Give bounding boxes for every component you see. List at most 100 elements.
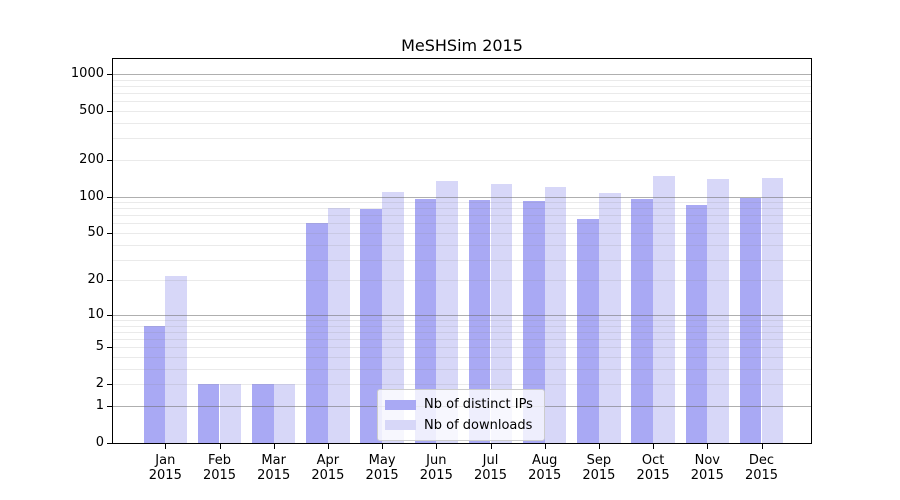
x-tick-mark: [327, 444, 329, 449]
y-tick-label: 1: [95, 397, 104, 413]
minor-gridline: [113, 320, 811, 321]
x-tick-year: 2015: [473, 468, 508, 483]
x-tick-label: Jan 2015: [135, 453, 195, 483]
bar-downloads: [436, 180, 458, 443]
x-tick-year: 2015: [690, 468, 724, 483]
x-tick-label: Sep 2015: [569, 453, 629, 483]
major-gridline: [113, 314, 811, 316]
x-tick-mark: [436, 444, 438, 449]
bar-downloads: [490, 183, 513, 443]
x-tick-mark: [544, 444, 546, 449]
y-tick-mark: [107, 347, 113, 349]
y-tick-label: 200: [79, 151, 104, 167]
minor-gridline: [113, 233, 811, 234]
bar-downloads: [273, 384, 296, 443]
x-tick-month: Aug: [531, 453, 558, 468]
major-gridline: [113, 196, 811, 198]
minor-gridline: [113, 85, 811, 87]
x-tick-label: May 2015: [352, 453, 412, 483]
x-tick-month: Nov: [694, 453, 720, 468]
x-tick-mark: [219, 444, 221, 449]
x-tick-month: Feb: [207, 453, 232, 468]
minor-gridline: [113, 325, 811, 327]
y-tick-label: 500: [79, 102, 104, 118]
bar-distinct-ips: [197, 384, 220, 443]
bar-distinct-ips: [739, 197, 762, 443]
x-tick-month: Mar: [261, 453, 286, 468]
legend-swatch-downloads: [385, 420, 416, 431]
x-tick-mark: [598, 444, 600, 449]
x-tick-label: Jun 2015: [406, 453, 466, 483]
x-tick-label: Feb 2015: [190, 453, 250, 483]
bar-distinct-ips: [631, 199, 654, 443]
y-tick-label: 100: [79, 188, 104, 204]
legend-item-distinct-ips: Nb of distinct IPs: [385, 397, 537, 412]
y-tick-label: 0: [95, 435, 104, 450]
x-tick-label: Apr 2015: [298, 453, 358, 483]
y-tick-mark: [107, 280, 113, 282]
bar-downloads: [382, 191, 404, 443]
bar-distinct-ips: [468, 200, 491, 443]
bar-distinct-ips: [252, 384, 274, 443]
x-tick-mark: [707, 444, 709, 449]
minor-gridline: [113, 79, 811, 81]
x-tick-month: Jul: [482, 453, 499, 468]
bar-distinct-ips: [523, 201, 545, 443]
y-tick-mark: [107, 314, 113, 316]
bar-downloads: [653, 175, 675, 443]
x-tick-mark: [165, 444, 167, 449]
y-tick-mark: [107, 405, 113, 407]
minor-gridline: [113, 93, 811, 94]
x-tick-year: 2015: [744, 468, 779, 483]
x-tick-year: 2015: [311, 468, 345, 483]
x-tick-year: 2015: [257, 468, 291, 483]
legend-item-downloads: Nb of downloads: [385, 418, 537, 433]
bar-downloads: [327, 208, 350, 443]
x-tick-month: Apr: [316, 453, 340, 468]
x-tick-year: 2015: [419, 468, 453, 483]
x-tick-label: Jul 2015: [461, 453, 521, 483]
minor-gridline: [113, 202, 811, 204]
minor-gridline: [113, 101, 811, 103]
minor-gridline: [113, 215, 811, 217]
y-tick-mark: [107, 159, 113, 161]
y-tick-mark: [107, 384, 113, 386]
x-tick-year: 2015: [148, 468, 182, 483]
minor-gridline: [113, 223, 811, 225]
minor-gridline: [113, 339, 811, 341]
x-tick-year: 2015: [528, 468, 562, 483]
x-tick-mark: [490, 444, 492, 449]
x-tick-mark: [761, 444, 763, 449]
minor-gridline: [113, 331, 811, 333]
y-tick-mark: [107, 196, 113, 198]
bar-downloads: [598, 192, 621, 443]
y-tick-label: 5: [95, 339, 104, 355]
legend-label-distinct-ips: Nb of distinct IPs: [424, 397, 533, 413]
bar-distinct-ips: [414, 198, 437, 443]
bar-downloads: [165, 275, 187, 443]
x-tick-year: 2015: [582, 468, 616, 483]
bar-distinct-ips: [685, 205, 708, 443]
minor-gridline: [113, 347, 811, 349]
legend: Nb of distinct IPs Nb of downloads: [377, 389, 545, 441]
bar-distinct-ips: [143, 325, 166, 443]
y-tick-mark: [107, 233, 113, 234]
x-tick-label: Nov 2015: [677, 453, 737, 483]
minor-gridline: [113, 280, 811, 282]
x-tick-label: Dec 2015: [732, 453, 792, 483]
x-tick-month: Jan: [155, 453, 176, 468]
plot-area: [112, 58, 812, 444]
major-gridline: [113, 74, 811, 75]
x-tick-month: Sep: [586, 453, 612, 468]
x-tick-month: May: [368, 453, 396, 468]
x-tick-mark: [273, 444, 275, 449]
y-tick-mark: [107, 443, 113, 444]
bar-distinct-ips: [306, 223, 328, 443]
x-tick-month: Oct: [641, 453, 665, 468]
bar-downloads: [219, 384, 242, 443]
x-tick-label: Mar 2015: [244, 453, 304, 483]
x-tick-label: Aug 2015: [515, 453, 575, 483]
bar-downloads: [707, 178, 729, 443]
y-tick-label: 2: [95, 376, 104, 392]
